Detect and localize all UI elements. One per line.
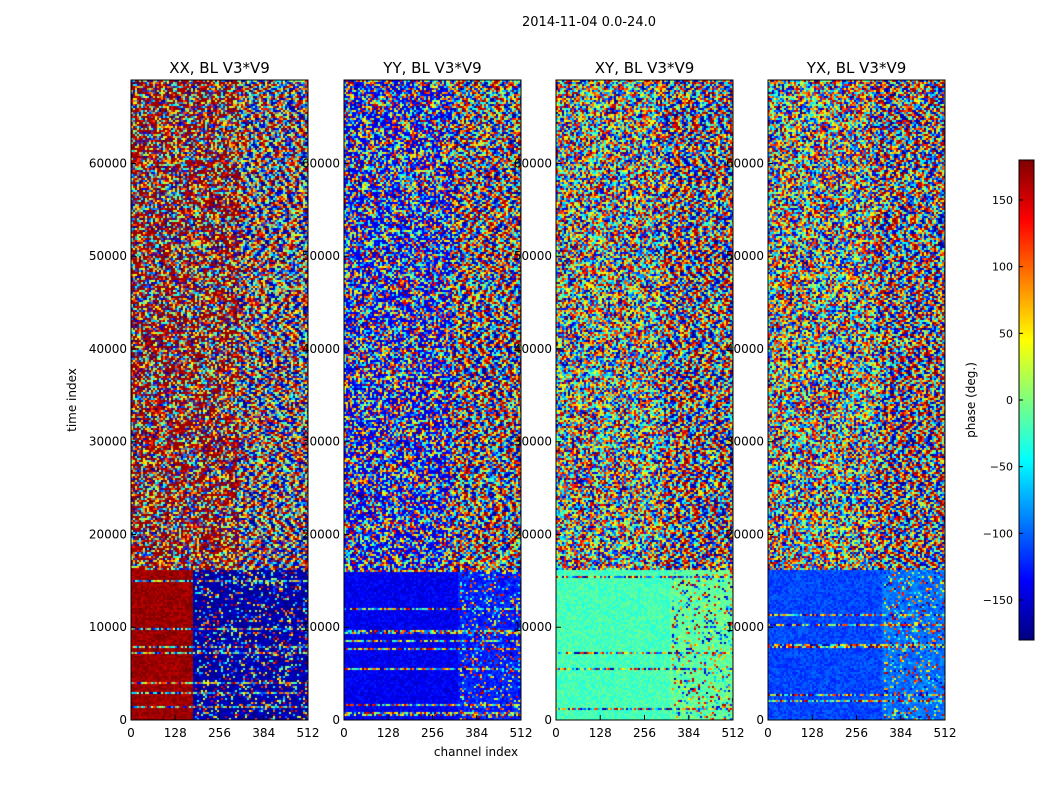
x-tick-label: 384: [677, 726, 700, 740]
heatmap-xx: [131, 80, 308, 720]
y-tick-label: 0: [332, 713, 340, 727]
y-tick-label: 40000: [89, 342, 127, 356]
x-tick-label: 0: [764, 726, 772, 740]
y-tick-label: 60000: [514, 156, 552, 170]
y-tick-label: 50000: [302, 249, 340, 263]
y-tick-label: 30000: [302, 435, 340, 449]
panel-xx: XX, BL V3*V9 0 128 256 384 512 0 10000 20000 3000…: [89, 59, 320, 740]
x-tick-label: 256: [845, 726, 868, 740]
y-tick-label: 0: [756, 713, 764, 727]
figure-suptitle: 2014-11-04 0.0-24.0: [522, 15, 656, 30]
x-tick-label: 128: [801, 726, 824, 740]
colorbar-tick-label: 150: [992, 194, 1013, 207]
y-tick-label: 20000: [514, 527, 552, 541]
y-tick-label: 50000: [89, 249, 127, 263]
y-tick-label: 60000: [302, 156, 340, 170]
colorbar-ticks: −150 −100 −50 0 50 100 150: [983, 194, 1023, 607]
y-tick-label: 20000: [726, 527, 764, 541]
x-tick-label: 384: [465, 726, 488, 740]
x-tick-label: 128: [164, 726, 187, 740]
x-axis-label: channel index: [434, 745, 518, 759]
x-tick-label: 256: [633, 726, 656, 740]
colorbar-tick-label: 100: [992, 261, 1013, 274]
colorbar-tick-label: −150: [983, 594, 1013, 607]
x-tick-label: 384: [252, 726, 275, 740]
heatmap-xy: [556, 80, 733, 720]
y-tick-label: 0: [544, 713, 552, 727]
y-tick-label: 10000: [514, 620, 552, 634]
x-tick-label: 512: [722, 726, 745, 740]
y-tick-label: 30000: [514, 435, 552, 449]
colorbar-tick-label: −100: [983, 527, 1013, 540]
heatmap-yx: [768, 80, 945, 720]
colorbar: phase (deg.) −150 −100 −50 0 50 100 150: [964, 159, 1035, 641]
y-tick-label: 30000: [89, 435, 127, 449]
x-tick-label: 256: [421, 726, 444, 740]
y-tick-label: 40000: [302, 342, 340, 356]
panel-title: XY, BL V3*V9: [595, 59, 695, 77]
colorbar-label: phase (deg.): [964, 362, 978, 438]
panels: XX, BL V3*V9 0 128 256 384 512 0 10000 20000 3000…: [89, 59, 957, 740]
heatmap-yy: [344, 80, 521, 720]
x-tick-label: 0: [340, 726, 348, 740]
x-tick-label: 128: [377, 726, 400, 740]
colorbar-tick-label: −50: [990, 461, 1013, 474]
colorbar-tick-label: 0: [1006, 394, 1013, 407]
x-tick-label: 512: [934, 726, 957, 740]
colorbar-tick-label: 50: [999, 327, 1013, 340]
y-tick-label: 20000: [302, 527, 340, 541]
y-tick-label: 60000: [89, 156, 127, 170]
y-tick-label: 20000: [89, 527, 127, 541]
panel-title: XX, BL V3*V9: [169, 59, 270, 77]
x-tick-label: 128: [589, 726, 612, 740]
x-tick-label: 384: [889, 726, 912, 740]
y-tick-label: 40000: [514, 342, 552, 356]
y-axis-label: time index: [65, 368, 79, 432]
y-tick-label: 10000: [726, 620, 764, 634]
y-tick-label: 30000: [726, 435, 764, 449]
panel-title: YX, BL V3*V9: [806, 59, 907, 77]
panel-yx: YX, BL V3*V9 0 128 256 384 512 0 10000 20000 3000…: [726, 59, 957, 740]
y-tick-label: 50000: [514, 249, 552, 263]
y-tick-label: 40000: [726, 342, 764, 356]
y-tick-label: 50000: [726, 249, 764, 263]
x-tick-label: 512: [510, 726, 533, 740]
y-tick-label: 60000: [726, 156, 764, 170]
x-tick-label: 512: [297, 726, 320, 740]
y-tick-label: 10000: [89, 620, 127, 634]
panel-title: YY, BL V3*V9: [382, 59, 481, 77]
x-tick-label: 256: [208, 726, 231, 740]
y-tick-label: 0: [119, 713, 127, 727]
x-tick-label: 0: [127, 726, 135, 740]
x-tick-label: 0: [552, 726, 560, 740]
panel-xy: XY, BL V3*V9 0 128 256 384 512 0 10000 20000 3000…: [514, 59, 745, 740]
panel-yy: YY, BL V3*V9 0 128 256 384 512 0 10000 20000 3000…: [302, 59, 533, 740]
y-tick-label: 10000: [302, 620, 340, 634]
